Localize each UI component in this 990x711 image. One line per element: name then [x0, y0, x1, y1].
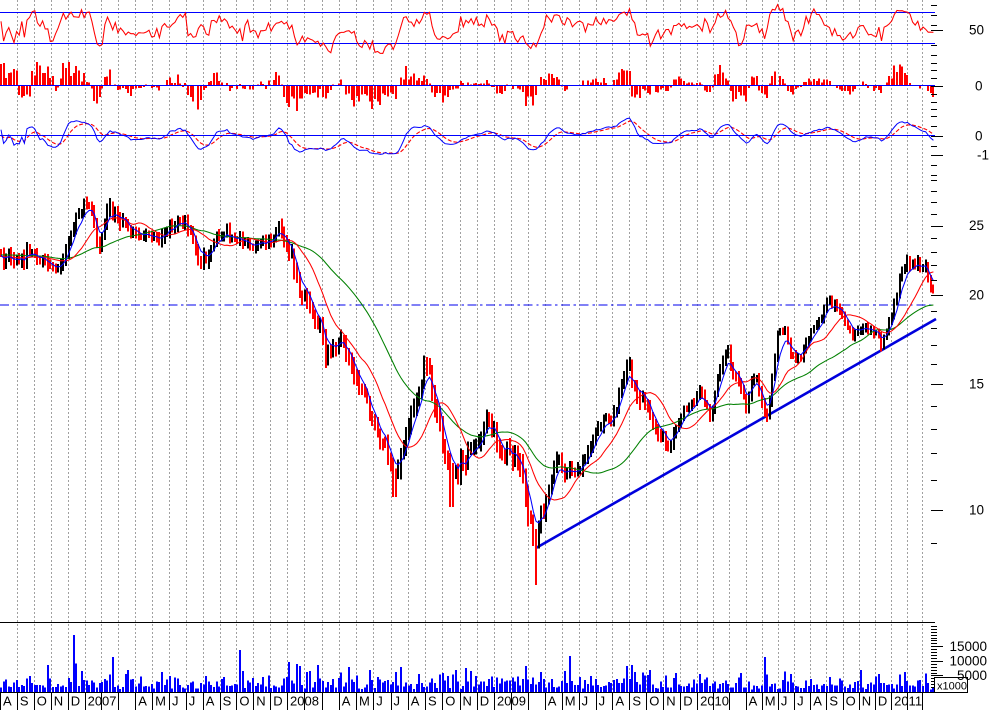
svg-text:15000: 15000: [950, 639, 988, 654]
svg-text:0: 0: [975, 128, 983, 143]
svg-text:N: N: [54, 694, 63, 709]
svg-text:S: S: [632, 694, 641, 709]
svg-text:J: J: [599, 694, 606, 709]
svg-text:D: D: [71, 694, 80, 709]
svg-text:A: A: [616, 694, 625, 709]
svg-text:N: N: [256, 694, 265, 709]
svg-text:D: D: [273, 694, 282, 709]
svg-text:10000: 10000: [950, 654, 988, 669]
svg-text:A: A: [749, 694, 758, 709]
svg-text:D: D: [683, 694, 692, 709]
svg-text:J: J: [781, 694, 788, 709]
svg-text:N: N: [463, 694, 472, 709]
svg-text:S: S: [428, 694, 437, 709]
svg-text:2009: 2009: [497, 694, 526, 709]
svg-text:A: A: [813, 694, 822, 709]
svg-text:S: S: [223, 694, 232, 709]
svg-text:D: D: [878, 694, 887, 709]
svg-text:M: M: [565, 694, 576, 709]
svg-text:15: 15: [969, 377, 984, 392]
svg-text:A: A: [138, 694, 147, 709]
svg-text:J: J: [394, 694, 401, 709]
svg-text:2007: 2007: [88, 694, 117, 709]
svg-text:0: 0: [975, 79, 983, 94]
svg-text:O: O: [445, 694, 455, 709]
svg-text:J: J: [172, 694, 179, 709]
svg-text:S: S: [829, 694, 838, 709]
svg-text:M: M: [765, 694, 776, 709]
svg-text:50: 50: [969, 23, 984, 38]
svg-text:D: D: [480, 694, 489, 709]
svg-text:A: A: [548, 694, 557, 709]
svg-text:S: S: [20, 694, 29, 709]
svg-text:A: A: [206, 694, 215, 709]
svg-text:-1: -1: [977, 148, 989, 163]
svg-text:A: A: [342, 694, 351, 709]
svg-text:5000: 5000: [957, 668, 987, 683]
svg-text:N: N: [666, 694, 675, 709]
svg-text:2010: 2010: [700, 694, 729, 709]
svg-text:20: 20: [969, 287, 984, 302]
svg-text:O: O: [649, 694, 659, 709]
svg-text:x1000: x1000: [937, 681, 967, 693]
svg-text:M: M: [359, 694, 370, 709]
svg-text:O: O: [846, 694, 856, 709]
svg-text:2008: 2008: [290, 694, 319, 709]
svg-text:J: J: [797, 694, 804, 709]
svg-text:J: J: [376, 694, 383, 709]
svg-text:J: J: [189, 694, 196, 709]
svg-text:O: O: [37, 694, 47, 709]
svg-text:J: J: [582, 694, 589, 709]
svg-text:M: M: [155, 694, 166, 709]
svg-text:N: N: [862, 694, 871, 709]
svg-text:10: 10: [969, 502, 984, 517]
svg-text:25: 25: [969, 218, 984, 233]
svg-text:O: O: [239, 694, 249, 709]
svg-text:2011: 2011: [894, 694, 922, 709]
svg-text:A: A: [3, 694, 12, 709]
svg-text:A: A: [411, 694, 420, 709]
